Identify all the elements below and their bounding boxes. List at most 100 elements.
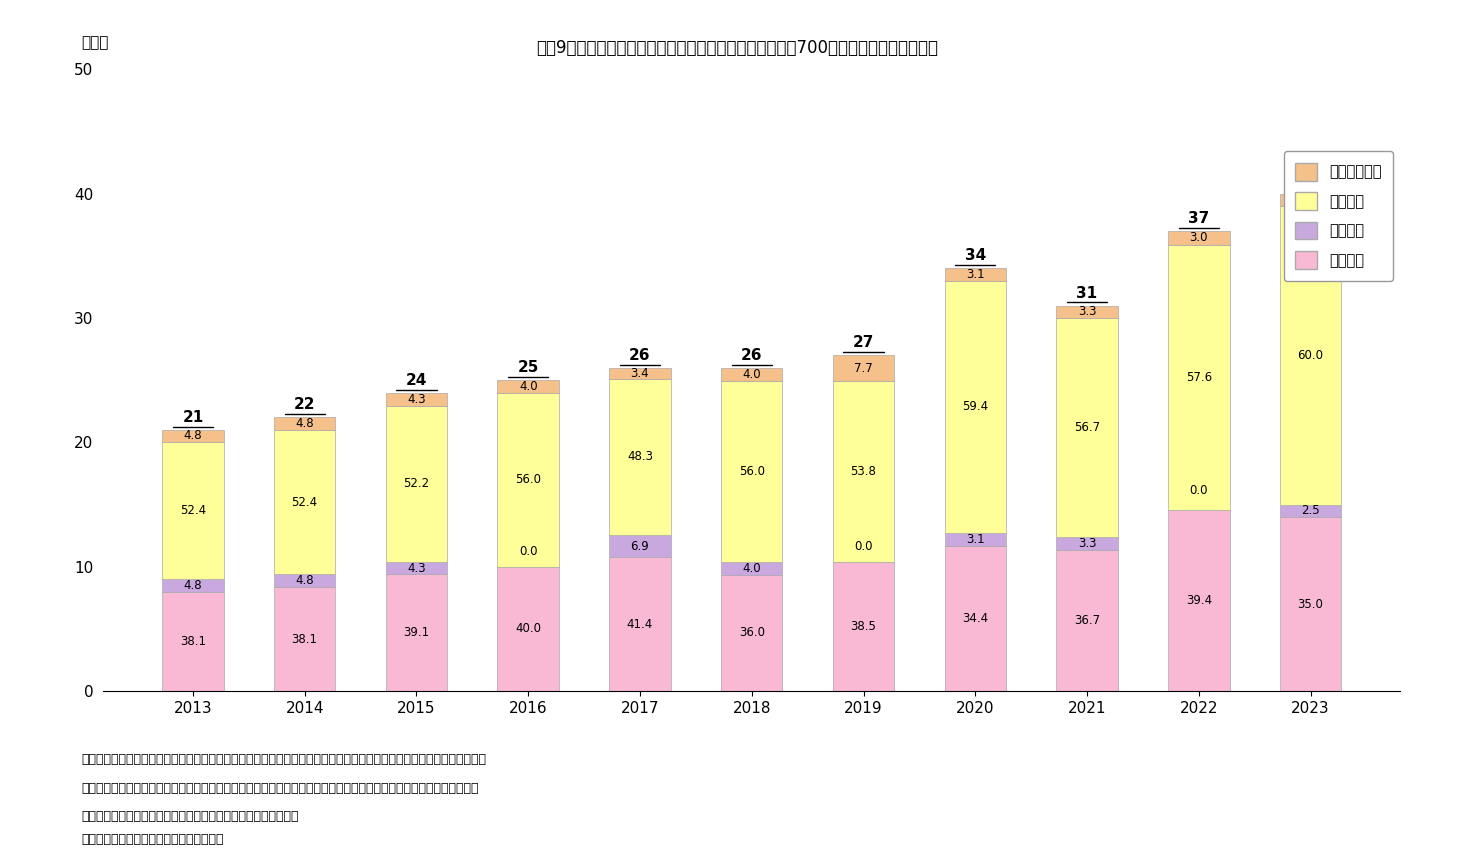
- Text: 25: 25: [517, 360, 539, 375]
- Text: 26: 26: [741, 347, 762, 363]
- Text: 41.4: 41.4: [626, 618, 653, 631]
- Bar: [1279, 194, 1341, 206]
- Bar: [1057, 537, 1117, 550]
- Bar: [609, 378, 671, 535]
- Bar: [274, 430, 336, 574]
- Bar: [721, 381, 783, 562]
- Bar: [1057, 318, 1117, 537]
- Text: 27: 27: [853, 335, 874, 350]
- Text: 36.0: 36.0: [738, 626, 765, 639]
- Text: 40: 40: [1300, 174, 1321, 188]
- Text: 38.1: 38.1: [292, 632, 318, 645]
- Text: 4.3: 4.3: [407, 393, 426, 406]
- Text: 3.1: 3.1: [965, 532, 985, 546]
- Text: 56.0: 56.0: [738, 465, 765, 478]
- Text: 0.0: 0.0: [855, 540, 873, 553]
- Text: 39.4: 39.4: [1185, 594, 1212, 607]
- Bar: [945, 282, 1007, 532]
- Text: 3.3: 3.3: [1077, 537, 1097, 550]
- Bar: [945, 546, 1007, 691]
- Text: 40.0: 40.0: [516, 622, 541, 636]
- Text: 56.7: 56.7: [1075, 421, 1100, 434]
- Text: 38.5: 38.5: [850, 620, 877, 633]
- Text: 3.4: 3.4: [631, 366, 649, 379]
- Bar: [162, 429, 224, 442]
- Text: 4.8: 4.8: [184, 429, 202, 442]
- Text: ている世帯類型別世帯数の合計値と総数は必ずしも一致しないため、世帯種類別の世帯数の合算値に対する各世帯: ている世帯類型別世帯数の合計値と総数は必ずしも一致しないため、世帯種類別の世帯数…: [81, 782, 479, 795]
- Text: 4.0: 4.0: [519, 380, 538, 393]
- Text: （資料）　総務省「労働力調査」より作成: （資料） 総務省「労働力調査」より作成: [81, 833, 224, 846]
- Bar: [386, 406, 447, 562]
- Bar: [162, 442, 224, 579]
- Bar: [1279, 517, 1341, 691]
- Text: 24: 24: [405, 373, 427, 388]
- Text: 39.1: 39.1: [404, 626, 429, 639]
- Bar: [1279, 505, 1341, 517]
- Bar: [497, 392, 559, 567]
- Bar: [945, 532, 1007, 546]
- Text: 3.3: 3.3: [1077, 305, 1097, 318]
- Bar: [274, 574, 336, 587]
- Bar: [386, 562, 447, 575]
- Bar: [1057, 306, 1117, 318]
- Text: （注）太字は総数。公表値の集計単位（１万世帯）に対してパワーカップル世帯数が少ないことで、内訳として公表され: （注）太字は総数。公表値の集計単位（１万世帯）に対してパワーカップル世帯数が少な…: [81, 753, 486, 766]
- Text: 56.0: 56.0: [516, 473, 541, 486]
- Text: 53.8: 53.8: [850, 465, 877, 478]
- Bar: [721, 368, 783, 381]
- Text: 37: 37: [1188, 211, 1210, 226]
- Bar: [386, 575, 447, 691]
- Text: 59.4: 59.4: [963, 400, 989, 414]
- Text: 4.0: 4.0: [743, 368, 761, 381]
- Bar: [945, 268, 1007, 282]
- Text: 3.0: 3.0: [1190, 232, 1209, 245]
- Text: 2.5: 2.5: [1302, 505, 1319, 518]
- Bar: [274, 417, 336, 430]
- Bar: [1279, 206, 1341, 505]
- Text: 6.9: 6.9: [631, 540, 650, 553]
- Legend: 夫婦と子と親, 夫婦と子, 夫婦と親, 夫婦のみ: 夫婦と子と親, 夫婦と子, 夫婦と親, 夫婦のみ: [1284, 151, 1393, 281]
- Text: 35.0: 35.0: [1297, 598, 1324, 611]
- Text: 3.1: 3.1: [965, 268, 985, 282]
- Text: 7.7: 7.7: [853, 362, 873, 375]
- Text: 種類の割合を算出し、総数に占める割合として示している。: 種類の割合を算出し、総数に占める割合として示している。: [81, 810, 299, 823]
- Text: 36.7: 36.7: [1075, 614, 1100, 627]
- Text: 21: 21: [183, 410, 203, 425]
- Text: 48.3: 48.3: [626, 450, 653, 463]
- Text: 4.8: 4.8: [184, 579, 202, 592]
- Bar: [1057, 550, 1117, 691]
- Text: 26: 26: [629, 347, 650, 363]
- Text: 57.6: 57.6: [1185, 371, 1212, 384]
- Bar: [1167, 231, 1229, 245]
- Bar: [833, 381, 895, 562]
- Bar: [1167, 245, 1229, 510]
- Text: 図袆9　世帯類型別に見たパワーカップル（夫婦共に年収700万円以上）世帯数の推移: 図袆9 世帯類型別に見たパワーカップル（夫婦共に年収700万円以上）世帯数の推移: [537, 39, 937, 57]
- Bar: [162, 592, 224, 691]
- Text: 2.5: 2.5: [1302, 194, 1319, 206]
- Text: 52.4: 52.4: [292, 496, 318, 509]
- Bar: [1167, 510, 1229, 691]
- Bar: [833, 562, 895, 691]
- Text: 60.0: 60.0: [1297, 349, 1324, 362]
- Bar: [274, 587, 336, 691]
- Bar: [609, 535, 671, 557]
- Text: 4.3: 4.3: [407, 562, 426, 575]
- Text: 34.4: 34.4: [963, 612, 989, 625]
- Text: 52.2: 52.2: [404, 477, 429, 490]
- Text: 4.0: 4.0: [743, 562, 761, 575]
- Bar: [833, 355, 895, 381]
- Text: 38.1: 38.1: [180, 635, 206, 648]
- Text: 0.0: 0.0: [1190, 484, 1209, 497]
- Text: 4.8: 4.8: [295, 574, 314, 587]
- Bar: [386, 393, 447, 406]
- Bar: [162, 579, 224, 592]
- Text: 22: 22: [293, 397, 315, 412]
- Text: 31: 31: [1076, 285, 1098, 301]
- Text: 4.8: 4.8: [295, 417, 314, 430]
- Bar: [609, 368, 671, 378]
- Bar: [609, 557, 671, 691]
- Text: 万世帯: 万世帯: [81, 35, 109, 50]
- Bar: [497, 567, 559, 691]
- Bar: [721, 575, 783, 691]
- Bar: [497, 380, 559, 392]
- Text: 52.4: 52.4: [180, 505, 206, 518]
